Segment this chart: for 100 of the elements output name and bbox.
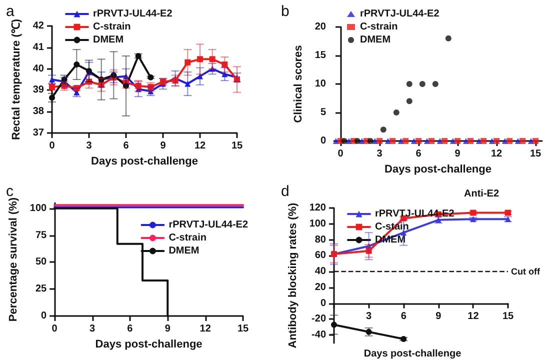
y-tick-label: 50 [35,256,48,268]
legend-label: C-strain [168,232,207,244]
y-tick-label: 25 [35,284,48,295]
legend-label: DMEM [93,34,124,46]
y-tick-label: 37 [32,128,44,138]
point [506,138,512,144]
point [428,138,434,144]
y-tick-label: 20 [314,282,326,293]
point [367,138,374,144]
legend-label: C-strain [93,22,131,32]
point [197,56,203,62]
y-axis-title: Clinical scores [292,45,304,123]
ref-line-label: Cut off [511,266,541,277]
x-tick-label: 12 [468,310,480,322]
point [209,66,216,72]
point [234,76,240,82]
y-tick-label: 10 [314,78,326,90]
point [532,138,538,144]
point [148,84,154,90]
y-axis-title: Rectal temperature (℃) [10,18,22,140]
point [49,76,55,82]
point [406,98,412,104]
y-tick-label: 100 [309,218,326,230]
x-tick-label: 3 [376,148,383,160]
point [390,138,396,144]
x-tick-label: 12 [194,140,206,152]
x-tick-label: 0 [338,148,344,160]
point [61,82,68,89]
x-tick-label: 9 [436,310,442,322]
x-tick-label: 6 [416,148,422,160]
y-tick-label: -20 [312,314,326,325]
y-tick-label: 120 [309,202,326,214]
text: b [281,3,290,20]
text: d [281,183,290,200]
x-tick-label: 15 [237,324,249,334]
y-tick-label: 0 [320,298,326,309]
y-tick-label: 80 [314,234,326,246]
point [416,138,422,144]
x-axis-title: Days post-challenge [364,348,462,360]
x-tick-label: 6 [123,140,130,152]
x-axis-title: Days post-challenge [384,163,492,176]
point [494,138,500,144]
point [470,216,476,222]
point [331,322,337,328]
y-tick-label: 38 [32,106,44,118]
point [197,73,203,80]
point [376,138,382,144]
legend-label: DMEM [360,34,391,46]
y-tick-label: 20 [314,22,326,32]
point [354,138,360,144]
x-tick-label: 9 [160,140,166,152]
x-tick-label: 9 [164,324,171,334]
point [61,76,68,82]
point [520,138,526,144]
y-tick-label: 75 [35,230,48,241]
point [98,82,104,88]
point [74,62,80,68]
x-tick-label: 15 [530,148,542,160]
point [432,81,438,87]
point [222,71,228,78]
y-tick-label: 5 [320,107,326,118]
legend-label: rPRVTJ-UL44-E2 [360,8,440,20]
point [366,248,372,254]
point [445,35,452,42]
y-tick-label: 40 [314,266,326,278]
y-tick-label: 15 [314,50,326,61]
point [49,94,55,101]
point [184,80,191,87]
y-tick-label: 42 [32,20,44,32]
point [442,138,448,144]
x-tick-label: 0 [52,324,58,334]
point [222,62,228,68]
x-tick-label: 3 [89,324,96,334]
point [184,59,191,66]
y-tick-label: -40 [312,330,326,341]
legend-label: DMEM [168,246,200,256]
x-tick-label: 12 [200,324,212,334]
point [393,110,400,116]
x-tick-label: 0 [49,140,56,152]
point [123,82,129,89]
x-axis-title: Days post-challenge [95,338,202,350]
x-tick-label: 3 [86,140,92,152]
legend-label: rPRVTJ-UL44-E2 [93,8,173,20]
text: a [6,3,15,20]
point [402,138,408,144]
point [172,78,178,84]
point [135,82,142,89]
x-tick-label: 3 [366,310,372,322]
point [380,126,386,133]
y-tick-label: 40 [32,63,44,74]
point [480,138,486,144]
y-axis-title: Percentage survival (%) [8,197,20,322]
x-tick-label: 15 [231,140,243,152]
point [86,78,92,85]
x-tick-label: 12 [490,148,502,160]
point [454,138,460,144]
y-tick-label: 100 [30,202,48,214]
chart-title: Anti-E2 [464,188,500,200]
point [123,73,129,80]
x-tick-label: 15 [502,310,514,322]
